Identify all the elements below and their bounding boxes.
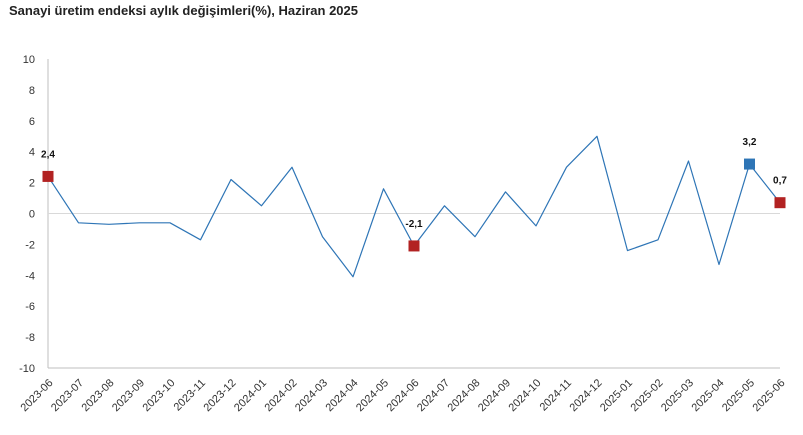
y-tick-label: -8 xyxy=(25,332,35,344)
x-tick-label: 2024-03 xyxy=(293,377,330,414)
data-point xyxy=(321,235,324,238)
x-tick-label: 2024-01 xyxy=(232,377,269,414)
x-tick-label: 2024-06 xyxy=(385,377,422,414)
y-tick-label: -6 xyxy=(25,301,35,313)
data-point xyxy=(260,204,263,207)
y-tick-label: 10 xyxy=(23,54,35,66)
x-tick-label: 2025-01 xyxy=(598,377,635,414)
data-point xyxy=(596,135,599,138)
y-tick-label: 2 xyxy=(29,178,35,190)
x-tick-label: 2025-02 xyxy=(629,377,666,414)
x-tick-label: 2025-06 xyxy=(751,377,788,414)
y-tick-label: -10 xyxy=(19,363,35,375)
x-tick-label: 2024-08 xyxy=(446,377,483,414)
data-point xyxy=(535,224,538,227)
data-point xyxy=(565,166,568,169)
data-point xyxy=(443,204,446,207)
data-point xyxy=(199,238,202,241)
y-tick-label: 8 xyxy=(29,85,35,97)
data-point xyxy=(230,178,233,181)
x-tick-label: 2024-07 xyxy=(415,377,452,414)
x-tick-label: 2023-12 xyxy=(202,377,239,414)
data-label: 0,7 xyxy=(773,176,787,187)
data-point xyxy=(382,187,385,190)
x-tick-label: 2023-10 xyxy=(141,377,178,414)
highlight-marker xyxy=(774,197,786,209)
data-point xyxy=(169,221,172,224)
y-tick-label: 6 xyxy=(29,116,35,128)
x-tick-label: 2024-04 xyxy=(324,377,361,414)
data-point xyxy=(474,235,477,238)
y-tick-label: -4 xyxy=(25,270,35,282)
x-tick-label: 2025-05 xyxy=(720,377,757,414)
highlight-marker xyxy=(744,158,755,170)
data-label: -2,1 xyxy=(405,219,423,230)
highlight-marker xyxy=(408,240,420,252)
x-tick-label: 2025-03 xyxy=(659,377,696,414)
x-tick-label: 2025-04 xyxy=(690,377,727,414)
data-point xyxy=(718,263,721,266)
data-point xyxy=(687,159,690,162)
y-tick-label: 0 xyxy=(29,209,35,221)
y-tick-label: -2 xyxy=(25,239,35,251)
data-point xyxy=(77,221,80,224)
data-label: 3,2 xyxy=(743,137,757,148)
highlight-marker xyxy=(42,170,54,182)
chart-title: Sanayi üretim endeksi aylık değişimleri(… xyxy=(9,3,358,18)
data-point xyxy=(657,238,660,241)
x-tick-label: 2024-05 xyxy=(354,377,391,414)
x-tick-label: 2024-10 xyxy=(507,377,544,414)
x-tick-label: 2023-08 xyxy=(80,377,117,414)
series-line xyxy=(47,135,781,278)
data-label: 2,4 xyxy=(41,149,55,160)
data-point xyxy=(108,223,111,226)
data-point xyxy=(626,249,629,252)
data-point xyxy=(138,221,141,224)
x-tick-label: 2023-09 xyxy=(110,377,147,414)
data-point xyxy=(504,190,507,193)
x-tick-label: 2023-06 xyxy=(19,377,56,414)
x-tick-label: 2023-07 xyxy=(49,377,86,414)
x-tick-label: 2024-09 xyxy=(476,377,513,414)
x-tick-label: 2024-02 xyxy=(263,377,300,414)
data-point xyxy=(352,275,355,278)
data-point xyxy=(291,166,294,169)
y-tick-label: 4 xyxy=(29,147,35,159)
x-tick-label: 2024-12 xyxy=(568,377,605,414)
